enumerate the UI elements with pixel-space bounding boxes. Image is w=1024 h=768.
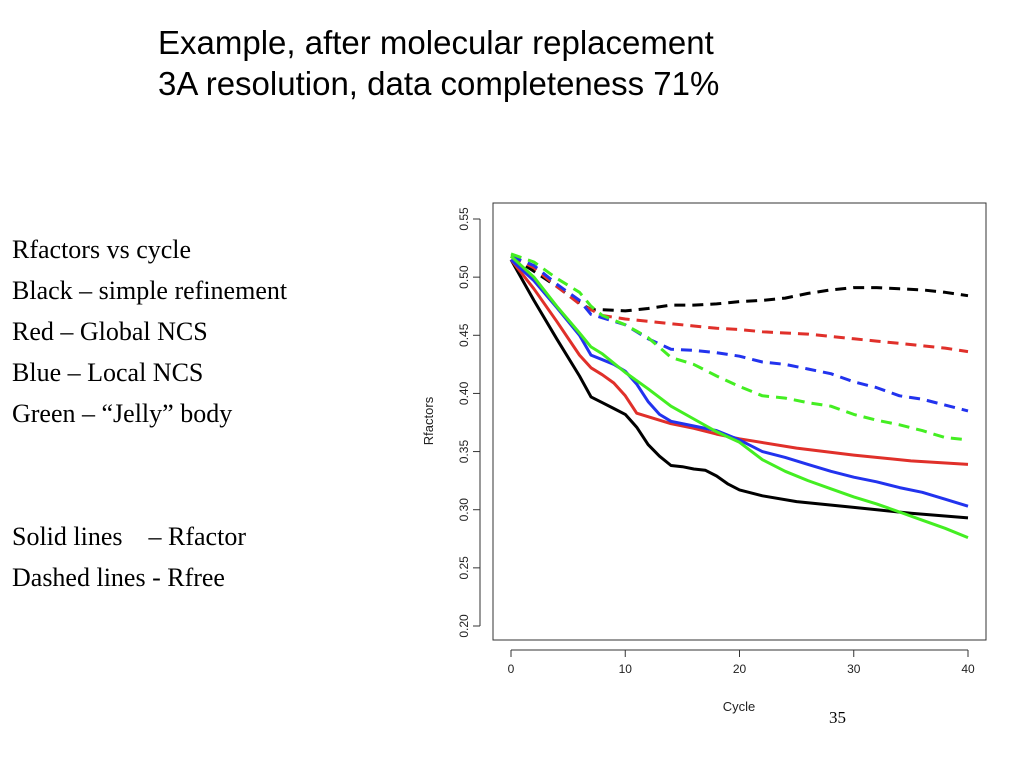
y-tick-label: 0.30 xyxy=(457,498,471,522)
y-tick-label: 0.40 xyxy=(457,381,471,405)
x-tick-label: 20 xyxy=(733,662,747,676)
legend-line: Black – simple refinement xyxy=(12,276,288,305)
rfree-dashed-line xyxy=(510,252,969,442)
y-tick-label: 0.25 xyxy=(457,556,471,580)
y-tick-label: 0.55 xyxy=(457,207,471,231)
slide-title: Example, after molecular replacement 3A … xyxy=(158,22,719,104)
note-line: Solid lines – Rfactor xyxy=(12,522,246,551)
rfactor-solid-line xyxy=(509,258,969,508)
rfactor-solid-line xyxy=(509,258,969,520)
legend-line: Blue – Local NCS xyxy=(12,358,204,387)
rfree-dashed-line xyxy=(510,254,969,413)
legend-line: Red – Global NCS xyxy=(12,317,208,346)
y-tick-label: 0.20 xyxy=(457,614,471,638)
legend-line: Rfactors vs cycle xyxy=(12,235,192,264)
title-line-1: Example, after molecular replacement xyxy=(158,24,714,61)
slide-number: 35 xyxy=(829,708,846,727)
x-tick-label: 0 xyxy=(508,662,515,676)
y-tick-label: 0.35 xyxy=(457,440,471,464)
legend-line: Green – “Jelly” body xyxy=(12,399,233,428)
rfactor-solid-line xyxy=(509,255,969,539)
plot-frame xyxy=(492,202,987,641)
y-tick-label: 0.45 xyxy=(457,323,471,347)
x-tick-label: 30 xyxy=(847,662,861,676)
rfactor-solid-line xyxy=(509,258,969,466)
x-axis-label: Cycle xyxy=(723,699,756,714)
title-line-2: 3A resolution, data completeness 71% xyxy=(158,65,720,102)
rfree-dashed-line xyxy=(510,254,969,313)
legend-text: Rfactors vs cycle Black – simple refinem… xyxy=(12,229,287,598)
y-tick-label: 0.50 xyxy=(457,265,471,289)
y-axis-label: Rfactors xyxy=(421,396,436,445)
x-tick-label: 40 xyxy=(961,662,975,676)
x-tick-label: 10 xyxy=(619,662,633,676)
note-line: Dashed lines - Rfree xyxy=(12,563,225,592)
